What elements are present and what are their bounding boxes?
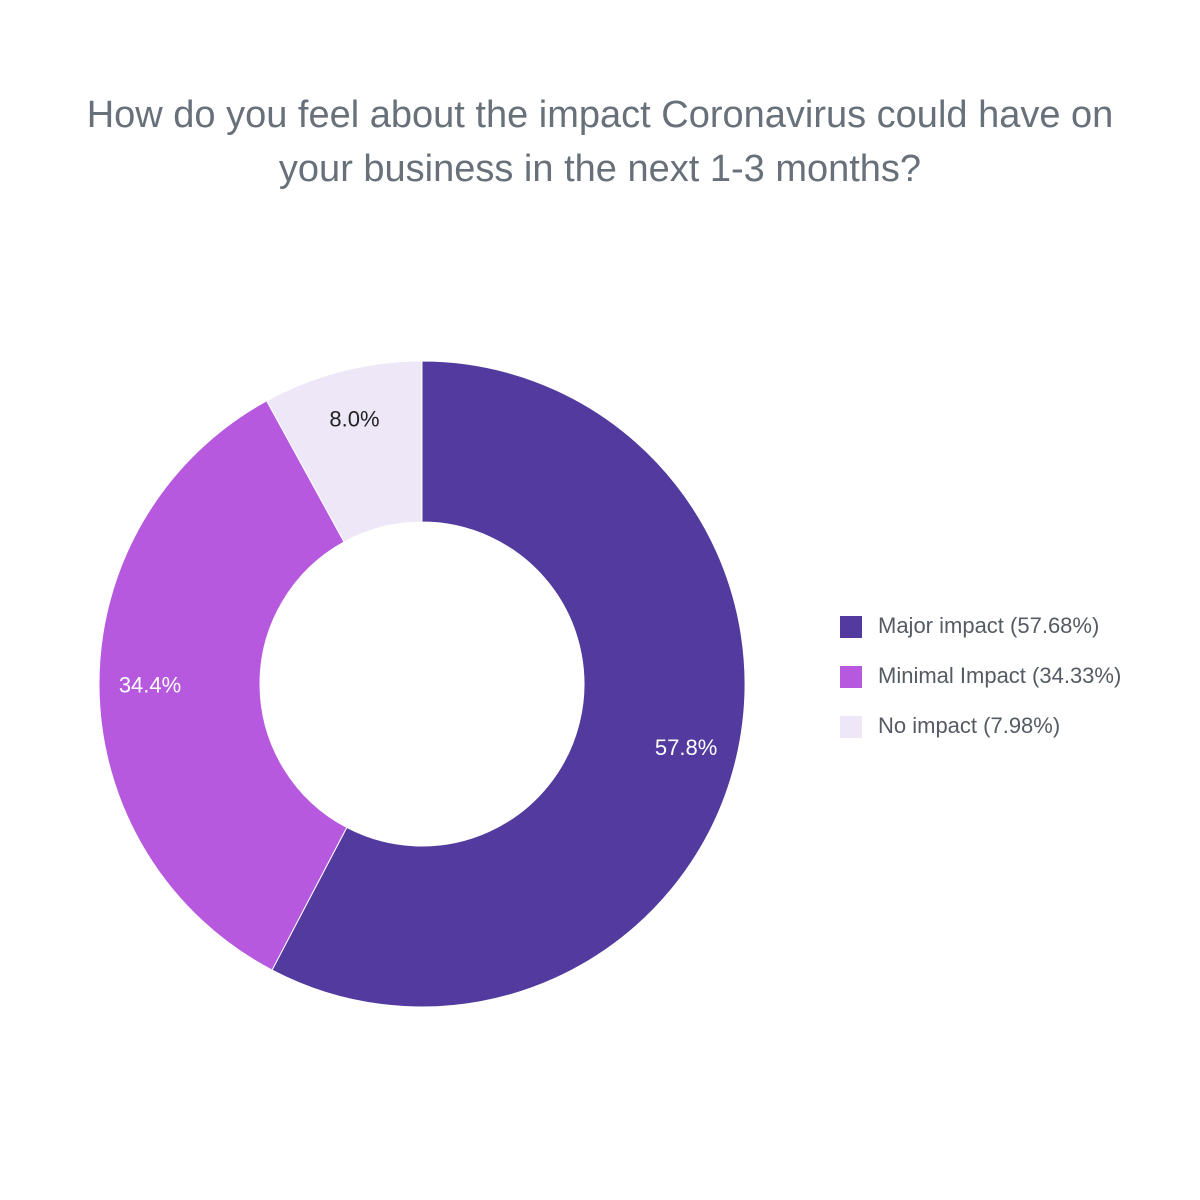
legend-swatch: [840, 716, 862, 738]
slice-label: 57.8%: [655, 735, 717, 760]
legend-swatch: [840, 666, 862, 688]
legend-label: Minimal Impact (34.33%): [878, 663, 1121, 688]
chart-title: How do you feel about the impact Coronav…: [86, 94, 1114, 190]
donut-slice: [98, 400, 348, 971]
legend-label: Major impact (57.68%): [878, 613, 1099, 638]
legend-swatch: [840, 616, 862, 638]
slice-label: 34.4%: [119, 672, 181, 697]
donut-slice: [265, 360, 423, 543]
slice-label: 8.0%: [329, 406, 379, 431]
legend-label: No impact (7.98%): [878, 713, 1060, 738]
donut-slice: [271, 360, 746, 1008]
